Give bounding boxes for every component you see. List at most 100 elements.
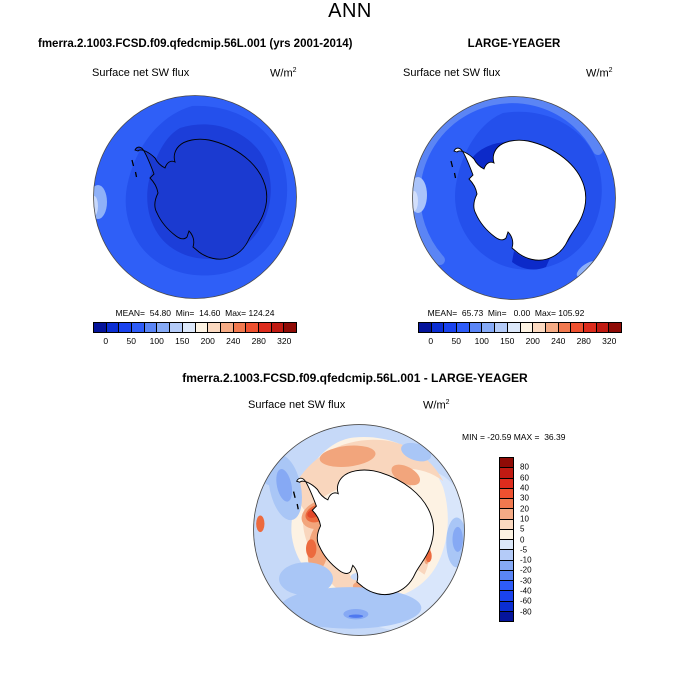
left-field-label: Surface net SW flux (92, 67, 190, 79)
colorbar-tick-label: -40 (520, 586, 532, 596)
colorbar-cell (570, 323, 583, 332)
colorbar-tick-label: 10 (520, 514, 529, 524)
colorbar-cell (500, 467, 513, 478)
colorbar-cell (506, 323, 520, 332)
colorbar-cell (500, 518, 513, 529)
diff-colorbar-labels: 80 60 40 30 20 10 5 0 -5 -10 -20 -30 -40 -60 -80 (520, 457, 550, 622)
colorbar-cell (456, 323, 469, 332)
colorbar-tick-label: 40 (520, 483, 529, 493)
colorbar-cell (544, 323, 558, 332)
colorbar-cell (181, 323, 195, 332)
left-units-label: W/m2 (270, 67, 297, 80)
colorbar-tick-label: 280 (576, 336, 591, 346)
left-colorbar-ticks: 0 50 100 150 200 240 280 320 (93, 336, 297, 346)
map-model-polar (93, 95, 297, 299)
diff-colorbar (499, 457, 514, 622)
colorbar-tick-label: -20 (520, 565, 532, 575)
map-obs-polar (412, 96, 616, 300)
colorbar-cell (430, 323, 444, 332)
colorbar-cell (500, 539, 513, 550)
colorbar-cell (94, 323, 106, 332)
colorbar-tick-label: 320 (277, 336, 292, 346)
right-units-base: W/m (586, 67, 609, 80)
right-panel-title: LARGE-YEAGER (467, 38, 561, 50)
page-title: ANN (328, 0, 372, 22)
colorbar-tick-label: -5 (520, 545, 528, 555)
colorbar-cell (232, 323, 246, 332)
colorbar-tick-label: 150 (500, 336, 515, 346)
right-units-label: W/m2 (586, 67, 613, 80)
colorbar-cell (519, 323, 533, 332)
colorbar-tick-label: 60 (520, 473, 529, 483)
colorbar-tick-label: 0 (428, 336, 434, 346)
colorbar-cell (500, 458, 513, 468)
colorbar-cell (207, 323, 220, 332)
colorbar-tick-label: 100 (149, 336, 164, 346)
colorbar-cell (500, 569, 513, 580)
colorbar-cell (270, 323, 284, 332)
colorbar-cell (557, 323, 571, 332)
diff-units-exp: 2 (445, 399, 450, 406)
colorbar-tick-label: -80 (520, 607, 532, 617)
left-units-base: W/m (270, 67, 293, 80)
right-colorbar-ticks: 0 50 100 150 200 240 280 320 (418, 336, 622, 346)
colorbar-tick-label: 80 (520, 462, 529, 472)
colorbar-cell (105, 323, 119, 332)
left-stats: MEAN= 54.80 Min= 14.60 Max= 124.24 (115, 308, 275, 318)
colorbar-cell (500, 549, 513, 560)
colorbar-cell (283, 323, 296, 332)
colorbar-cell (194, 323, 208, 332)
colorbar-cell (500, 610, 513, 621)
colorbar-tick-label: 50 (451, 336, 461, 346)
colorbar-tick-label: 200 (525, 336, 540, 346)
colorbar-tick-label: 0 (103, 336, 109, 346)
left-panel-title: fmerra.2.1003.FCSD.f09.qfedcmip.56L.001 … (38, 38, 353, 50)
colorbar-cell (582, 323, 596, 332)
diff-units-base: W/m (423, 399, 446, 412)
colorbar-cell (500, 487, 513, 498)
colorbar-cell (500, 528, 513, 539)
colorbar-tick-label: 150 (175, 336, 190, 346)
colorbar-cell (500, 477, 513, 488)
colorbar-cell (500, 498, 513, 509)
colorbar-cell (500, 559, 513, 570)
colorbar-tick-label: 240 (226, 336, 241, 346)
colorbar-cell (143, 323, 157, 332)
colorbar-cell (500, 590, 513, 601)
right-units-exp: 2 (608, 67, 613, 74)
colorbar-cell (481, 323, 495, 332)
colorbar-tick-label: 320 (602, 336, 617, 346)
colorbar-cell (257, 323, 271, 332)
colorbar-cell (532, 323, 545, 332)
colorbar-cell (608, 323, 621, 332)
diff-panel-title: fmerra.2.1003.FCSD.f09.qfedcmip.56L.001 … (182, 371, 528, 385)
colorbar-cell (500, 508, 513, 519)
colorbar-tick-label: 100 (474, 336, 489, 346)
colorbar-tick-label: 5 (520, 524, 525, 534)
map-diff-polar (253, 424, 465, 636)
colorbar-cell (169, 323, 182, 332)
colorbar-tick-label: -10 (520, 555, 532, 565)
colorbar-tick-label: 30 (520, 493, 529, 503)
colorbar-cell (443, 323, 457, 332)
right-colorbar (418, 322, 622, 333)
colorbar-cell (500, 600, 513, 611)
colorbar-cell (494, 323, 507, 332)
colorbar-cell (156, 323, 170, 332)
diff-units-label: W/m2 (423, 399, 450, 412)
right-stats: MEAN= 65.73 Min= 0.00 Max= 105.92 (427, 308, 585, 318)
colorbar-cell (219, 323, 233, 332)
colorbar-tick-label: 0 (520, 535, 525, 544)
diff-minmax: MIN = -20.59 MAX = 36.39 (462, 432, 566, 442)
colorbar-cell (595, 323, 609, 332)
diff-field-label: Surface net SW flux (248, 399, 346, 411)
colorbar-tick-label: 240 (551, 336, 566, 346)
colorbar-cell (500, 580, 513, 591)
colorbar-tick-label: 20 (520, 504, 529, 514)
left-colorbar (93, 322, 297, 333)
colorbar-tick-label: 200 (200, 336, 215, 346)
left-units-exp: 2 (292, 67, 297, 74)
colorbar-cell (131, 323, 144, 332)
colorbar-tick-label: -30 (520, 576, 532, 586)
